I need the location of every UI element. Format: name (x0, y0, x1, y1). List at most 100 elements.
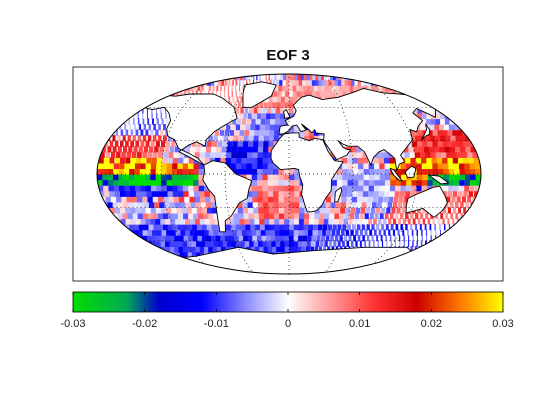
heatmap-cell (262, 107, 267, 114)
heatmap-cell (132, 212, 142, 220)
heatmap-cell (416, 179, 423, 186)
heatmap-cell (452, 218, 455, 225)
heatmap-cell (114, 207, 124, 214)
heatmap-cell (268, 212, 275, 220)
heatmap-cell (190, 201, 198, 208)
heatmap-cell (269, 124, 275, 131)
heatmap-cell (278, 207, 285, 214)
heatmap-cell (448, 224, 451, 231)
heatmap-cell (266, 107, 272, 114)
heatmap-cell (427, 218, 431, 225)
heatmap-cell (152, 151, 158, 158)
heatmap-cell (366, 201, 372, 208)
heatmap-cell (147, 135, 152, 142)
heatmap-cell (304, 135, 311, 142)
heatmap-cell (258, 140, 264, 147)
heatmap-cell (193, 168, 199, 175)
heatmap-cell (112, 201, 121, 208)
heatmap-cell (207, 207, 214, 214)
heatmap-cell (213, 240, 222, 247)
heatmap-cell (146, 190, 154, 197)
heatmap-cell (330, 235, 334, 242)
heatmap-cell (237, 201, 244, 208)
heatmap-cell (249, 129, 255, 136)
heatmap-cell (279, 224, 285, 231)
heatmap-cell (145, 168, 151, 175)
heatmap-cell (115, 129, 119, 136)
heatmap-cell (194, 151, 200, 158)
heatmap-cell (279, 229, 286, 236)
heatmap-cell (148, 201, 157, 208)
heatmap-cell (185, 146, 191, 153)
heatmap-cell (311, 240, 316, 247)
heatmap-cell (463, 157, 471, 164)
heatmap-cell (341, 190, 348, 197)
heatmap-cell (294, 212, 300, 220)
heatmap-cell (249, 240, 256, 247)
heatmap-cell (155, 168, 162, 175)
heatmap-cell (225, 157, 232, 164)
heatmap-cell (328, 218, 334, 225)
heatmap-cell (455, 135, 464, 142)
heatmap-cell (199, 218, 208, 225)
heatmap-cell (129, 124, 132, 131)
heatmap-cell (155, 174, 162, 181)
heatmap-cell (473, 157, 481, 164)
heatmap-cell (347, 224, 351, 231)
heatmap-cell (233, 212, 241, 220)
heatmap-cell (268, 201, 275, 208)
heatmap-cell (226, 151, 232, 158)
land-polygon (156, 246, 422, 274)
heatmap-cell (427, 168, 434, 175)
heatmap-cell (293, 218, 300, 225)
heatmap-cell (133, 112, 134, 120)
heatmap-cell (199, 196, 207, 203)
heatmap-cell (324, 212, 330, 220)
heatmap-cell (384, 185, 390, 192)
heatmap-cell (252, 196, 259, 203)
heatmap-cell (368, 185, 375, 192)
heatmap-cell (335, 201, 341, 208)
heatmap-cell (378, 196, 383, 203)
heatmap-cell (131, 151, 137, 158)
heatmap-cell (259, 124, 265, 131)
heatmap-cell (113, 179, 120, 186)
heatmap-cell (182, 168, 189, 175)
heatmap-cell (275, 240, 282, 247)
graticule-meridian (358, 74, 418, 274)
heatmap-cell (374, 168, 381, 175)
heatmap-cell (463, 190, 468, 197)
heatmap-cell (97, 174, 104, 181)
heatmap-cell (337, 240, 341, 247)
heatmap-cell (378, 151, 385, 158)
heatmap-cell (196, 140, 202, 147)
heatmap-cell (198, 212, 206, 220)
heatmap-cell (118, 168, 125, 175)
heatmap-cell (283, 74, 287, 81)
heatmap-cell (252, 235, 259, 242)
heatmap-cell (255, 118, 261, 125)
heatmap-cell (268, 135, 275, 142)
heatmap-cell (162, 157, 168, 164)
heatmap-cell (299, 207, 305, 214)
heatmap-cell (119, 207, 129, 214)
heatmap-cell (164, 146, 170, 153)
heatmap-cell (381, 207, 386, 214)
heatmap-cell (319, 135, 326, 142)
heatmap-cell (419, 124, 429, 131)
heatmap-cell (449, 174, 455, 181)
heatmap-cell (238, 235, 246, 242)
heatmap-cell (464, 185, 470, 192)
heatmap-cell (340, 207, 346, 214)
heatmap-cell (122, 135, 126, 142)
heatmap-cell (385, 174, 391, 181)
heatmap-cell (363, 168, 370, 175)
heatmap-cell (246, 168, 253, 175)
heatmap-cell (389, 235, 392, 242)
heatmap-cell (448, 124, 458, 131)
heatmap-cell (379, 179, 386, 186)
heatmap-cell (444, 224, 446, 231)
heatmap-cell (316, 235, 321, 242)
heatmap-cell (342, 224, 347, 231)
heatmap-cell (298, 79, 304, 86)
